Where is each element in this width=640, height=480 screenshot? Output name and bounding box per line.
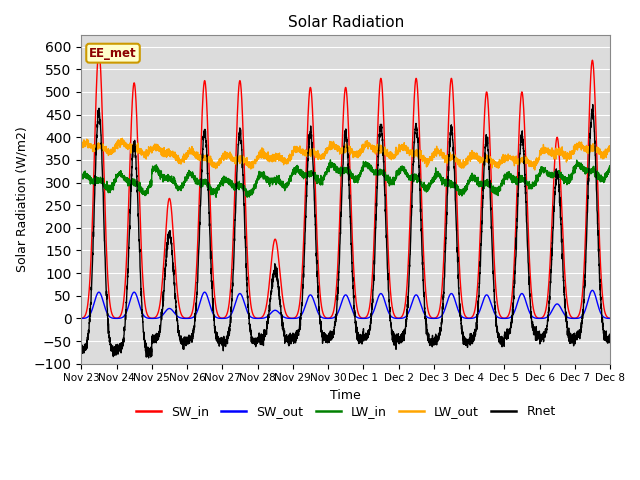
SW_out xyxy=(464,315,472,321)
Rnet xyxy=(435,337,443,343)
LW_out xyxy=(77,144,85,150)
LW_out xyxy=(173,157,180,163)
SW_in xyxy=(326,315,333,321)
LW_out xyxy=(464,157,472,163)
Line: SW_in: SW_in xyxy=(81,51,610,318)
SW_out xyxy=(606,315,614,321)
SW_in xyxy=(494,305,502,311)
LW_out xyxy=(494,159,502,165)
LW_in xyxy=(326,161,333,167)
Rnet xyxy=(589,102,596,108)
SW_in xyxy=(464,315,472,321)
LW_in xyxy=(605,164,613,169)
SW_in xyxy=(173,278,180,284)
LW_out xyxy=(606,145,614,151)
Rnet xyxy=(605,332,613,337)
Legend: SW_in, SW_out, LW_in, LW_out, Rnet: SW_in, SW_out, LW_in, LW_out, Rnet xyxy=(131,400,561,423)
SW_in xyxy=(77,315,85,321)
SW_in xyxy=(435,310,443,316)
LW_in xyxy=(326,157,334,163)
SW_in xyxy=(605,315,613,321)
LW_in xyxy=(606,165,614,171)
LW_in xyxy=(435,171,443,177)
LW_out xyxy=(435,148,443,154)
Line: LW_out: LW_out xyxy=(81,138,610,170)
SW_out xyxy=(589,288,596,293)
LW_in xyxy=(464,180,472,186)
Line: Rnet: Rnet xyxy=(81,105,610,358)
LW_out xyxy=(605,147,613,153)
Rnet xyxy=(326,337,333,343)
SW_out xyxy=(435,315,442,321)
Rnet xyxy=(464,337,472,343)
SW_in xyxy=(606,315,614,321)
Rnet xyxy=(77,346,85,352)
SW_out xyxy=(605,315,613,321)
SW_out xyxy=(494,314,502,320)
Rnet xyxy=(145,355,152,361)
LW_in xyxy=(172,184,180,190)
LW_in xyxy=(494,192,502,198)
Title: Solar Radiation: Solar Radiation xyxy=(287,15,404,30)
SW_in xyxy=(95,48,103,54)
LW_in xyxy=(77,174,85,180)
Y-axis label: Solar Radiation (W/m2): Solar Radiation (W/m2) xyxy=(15,127,28,273)
Rnet xyxy=(494,334,502,340)
Rnet xyxy=(606,335,614,341)
SW_out xyxy=(172,312,180,318)
Line: LW_in: LW_in xyxy=(81,160,610,197)
LW_out xyxy=(118,135,126,141)
SW_out xyxy=(326,315,333,321)
X-axis label: Time: Time xyxy=(330,389,361,402)
LW_out xyxy=(531,167,538,173)
Rnet xyxy=(173,308,180,313)
Line: SW_out: SW_out xyxy=(81,290,610,318)
Text: EE_met: EE_met xyxy=(89,47,137,60)
SW_out xyxy=(77,315,85,321)
LW_out xyxy=(326,139,333,144)
LW_in xyxy=(212,194,220,200)
